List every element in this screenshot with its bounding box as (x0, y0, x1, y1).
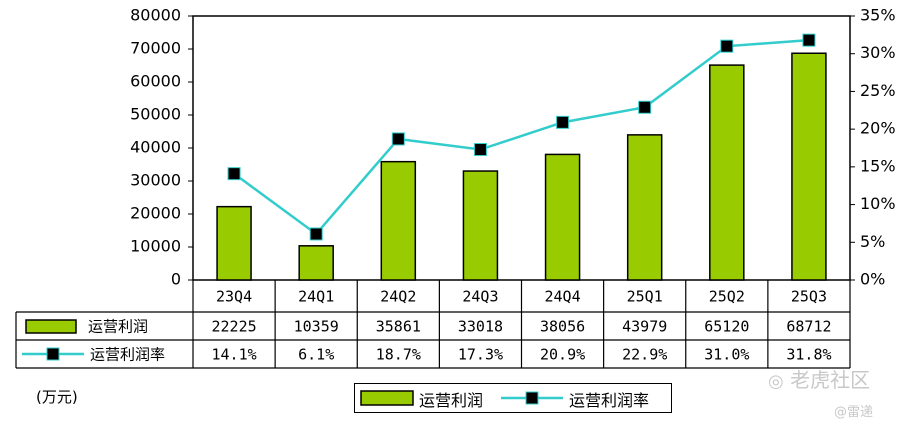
y2-tick-label: 5% (860, 232, 885, 251)
table-cell-margin: 14.1% (211, 346, 256, 364)
x-tick-label: 24Q3 (462, 288, 498, 306)
y-tick-label: 80000 (130, 6, 181, 25)
x-tick-label: 24Q4 (545, 288, 581, 306)
line-point (309, 227, 323, 241)
table-cell-profit: 35861 (376, 318, 421, 336)
y2-tick-label: 30% (860, 43, 896, 62)
x-tick-label: 24Q1 (298, 288, 334, 306)
line-point (556, 115, 570, 129)
legend-line-label: 运营利润率 (569, 391, 650, 410)
table-key-bar (25, 319, 77, 334)
table-key-marker (46, 347, 60, 361)
y2-tick-label: 35% (860, 6, 896, 25)
line-point (802, 33, 816, 47)
table-row-label-margin: 运营利润率 (90, 346, 165, 364)
table-cell-profit: 33018 (458, 318, 503, 336)
bar (380, 160, 417, 281)
y-tick-label: 60000 (130, 72, 181, 91)
y2-tick-label: 10% (860, 194, 896, 213)
table-cell-profit: 43979 (622, 318, 667, 336)
watermark-brand-text: 老虎社区 (790, 368, 871, 392)
bar (216, 205, 252, 281)
bar (544, 153, 581, 281)
table-cell-profit: 68712 (786, 318, 831, 336)
watermark-brand: ◎ 老虎社区 (768, 364, 870, 393)
y-tick-label: 70000 (130, 39, 181, 58)
legend-bar-label: 运营利润 (419, 391, 484, 410)
line-point (391, 132, 405, 146)
watermark-logo-icon: ◎ (768, 371, 784, 392)
y-tick-label: 20000 (130, 204, 181, 223)
y2-tick-label: 25% (860, 81, 896, 100)
bar (709, 64, 745, 281)
bar (462, 170, 499, 281)
y2-tick-label: 20% (860, 119, 896, 138)
table-cell-margin: 20.9% (540, 346, 585, 364)
line-series (233, 38, 810, 236)
legend: 运营利润 运营利润率 (354, 383, 672, 413)
legend-bar-swatch (360, 390, 414, 406)
y-tick-label: 10000 (130, 237, 181, 256)
table-cell-margin: 18.7% (376, 346, 421, 364)
plot-frame (192, 15, 851, 281)
line-point (473, 143, 487, 157)
x-tick-label: 23Q4 (216, 288, 252, 306)
table-cell-margin: 22.9% (622, 346, 667, 364)
y-tick-label: 40000 (130, 138, 181, 157)
line-point (638, 100, 652, 114)
table-cell-margin: 31.0% (704, 346, 749, 364)
table-row-label-profit: 运营利润 (88, 318, 148, 336)
y2-tick-label: 0% (860, 270, 885, 289)
table-cell-margin: 17.3% (458, 346, 503, 364)
x-tick-label: 24Q2 (380, 288, 416, 306)
y-tick-label: 0 (171, 270, 181, 289)
x-tick-label: 25Q2 (709, 288, 745, 306)
bar (626, 134, 663, 281)
x-tick-label: 25Q3 (791, 288, 827, 306)
table-cell-profit: 38056 (540, 318, 585, 336)
table-cell-profit: 22225 (211, 318, 256, 336)
table-cell-profit: 65120 (704, 318, 749, 336)
y-tick-label: 30000 (130, 171, 181, 190)
x-tick-label: 25Q1 (627, 288, 663, 306)
y-tick-label: 50000 (130, 105, 181, 124)
y2-tick-label: 15% (860, 156, 896, 175)
unit-label: (万元) (36, 388, 78, 406)
line-point (227, 167, 241, 181)
bar (791, 52, 827, 281)
watermark-author: @雷递 (834, 405, 874, 420)
table-cell-margin: 6.1% (298, 346, 334, 364)
bar (298, 245, 334, 281)
legend-line-marker (525, 391, 539, 405)
table-cell-profit: 10359 (294, 318, 339, 336)
table-cell-margin: 31.8% (786, 346, 831, 364)
line-point (720, 39, 734, 53)
